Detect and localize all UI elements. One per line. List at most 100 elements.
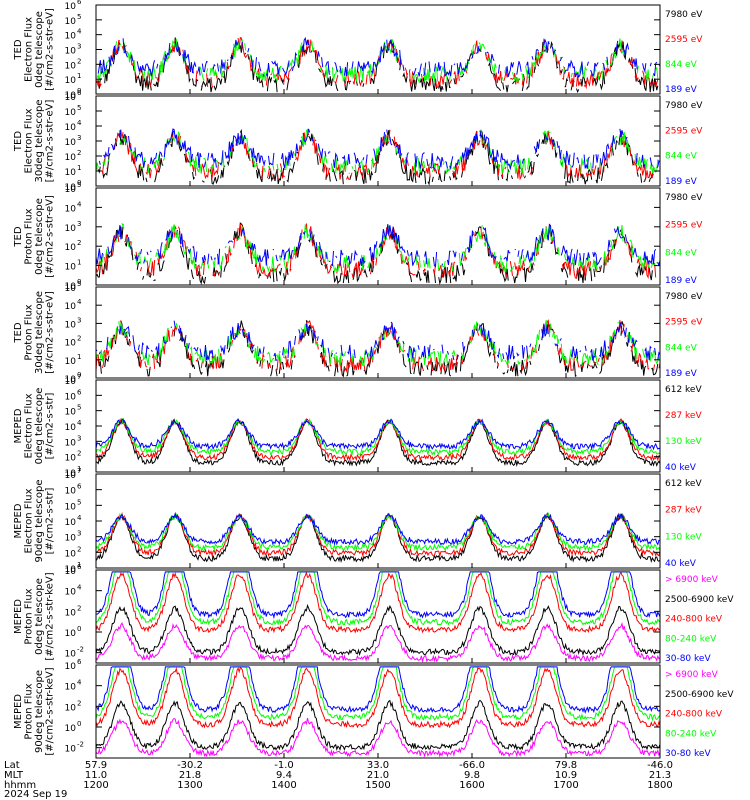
y-tick-label: 10: [65, 17, 77, 27]
x-tick-label: 10.9: [555, 770, 577, 781]
y-tick-label: 10: [65, 650, 77, 660]
y-tick-exponent: 3: [77, 316, 81, 324]
y-axis-label: TEDProton Flux0deg telescope[#/cm2-s-str…: [13, 195, 56, 278]
panel-frame: [95, 187, 661, 286]
x-tick-label: 1400: [271, 780, 296, 791]
y-tick-label: 10: [65, 93, 77, 103]
x-tick-label: 57.9: [85, 760, 107, 771]
y-tick-exponent: 6: [77, 563, 82, 571]
series-trace: [98, 128, 660, 171]
y-tick-label: 10: [65, 567, 77, 577]
panel-frame: [95, 95, 661, 187]
y-tick-exponent: 2: [77, 545, 81, 553]
legend-entry: 2595 eV: [665, 221, 703, 231]
y-tick-label: 10: [65, 108, 77, 118]
y-tick-exponent: 0: [77, 179, 81, 187]
y-tick-exponent: 1: [77, 259, 81, 267]
y-axis-label: MEPEDProton Flux90deg telescope[#/cm2-s-…: [13, 667, 56, 755]
series-trace: [96, 699, 660, 752]
legend-entry: 30-80 keV: [665, 654, 711, 664]
y-tick-label: 10: [65, 32, 77, 42]
y-tick-exponent: 6: [77, 483, 82, 491]
y-tick-exponent: -2: [77, 646, 84, 654]
y-tick-label: 10: [65, 438, 77, 448]
y-tick-label: 10: [65, 375, 77, 385]
y-tick-label: 10: [65, 168, 77, 178]
legend-entry: 2500-6900 keV: [665, 690, 734, 700]
series-trace: [96, 666, 660, 715]
y-tick-label: 10: [65, 183, 77, 193]
y-tick-label: 10: [65, 565, 77, 575]
legend-entry: 40 keV: [665, 559, 697, 569]
y-tick-exponent: -2: [77, 741, 84, 749]
y-tick-label: 10: [65, 138, 77, 148]
legend-entry: 7980 eV: [665, 193, 703, 203]
panel-4-traces: [96, 320, 660, 376]
series-trace: [96, 223, 660, 268]
series-trace: [96, 418, 660, 451]
legend-entry: 844 eV: [665, 152, 698, 162]
series-trace: [96, 417, 660, 467]
y-tick-label: 10: [65, 339, 77, 349]
panel-2-traces: [96, 129, 660, 184]
y-axis-label: TEDElectron Flux30deg telescope[#/cm2-s-…: [13, 99, 56, 182]
y-tick-exponent: 6: [77, 658, 82, 666]
legend-entry: 844 eV: [665, 60, 698, 70]
legend-entry: 844 eV: [665, 343, 698, 353]
y-tick-exponent: 2: [77, 57, 81, 65]
series-trace: [96, 666, 660, 722]
y-tick-label: 10: [65, 357, 77, 367]
series-trace: [96, 570, 660, 634]
y-axis-label: TEDElectron Flux0deg telescope[#/cm2-s-s…: [13, 8, 56, 91]
legend-entry: 189 eV: [665, 85, 698, 95]
xaxis-row-label: MLT: [4, 770, 24, 781]
series-trace: [98, 223, 659, 274]
legend-entry: 80-240 keV: [665, 729, 717, 739]
date-label: 2024 Sep 19: [4, 789, 67, 800]
y-tick-label: 10: [65, 377, 77, 387]
y-tick-exponent: 1: [77, 72, 81, 80]
y-tick-label: 10: [65, 2, 77, 12]
y-tick-label: 10: [65, 534, 77, 544]
x-axis: 2024 Sep 19 LatMLThhmm57.911.01200-30.22…: [4, 760, 673, 800]
x-tick-label: -46.0: [647, 760, 673, 771]
y-tick-exponent: 0: [77, 87, 81, 95]
series-trace: [96, 512, 660, 563]
y-tick-label: 10: [65, 76, 77, 86]
legend-entry: 2595 eV: [665, 126, 703, 136]
x-tick-label: 1800: [647, 780, 672, 791]
legend-entry: 2595 eV: [665, 35, 703, 45]
y-tick-exponent: 6: [77, 89, 82, 97]
y-tick-label: 10: [65, 745, 77, 755]
y-axis-label: TEDProton Flux30deg telescope[#/cm2-s-st…: [13, 291, 56, 374]
x-tick-label: 1600: [459, 780, 484, 791]
y-tick-label: 10: [65, 224, 77, 234]
y-tick-label: 10: [65, 423, 77, 433]
y-tick-exponent: 4: [77, 584, 82, 592]
y-tick-exponent: 3: [77, 220, 81, 228]
y-axis-label: MEPEDElectron Flux90deg telescope[#/cm2-…: [13, 479, 56, 562]
y-tick-label: 10: [65, 263, 77, 273]
x-tick-label: 1300: [177, 780, 202, 791]
y-tick-label: 10: [65, 392, 77, 402]
series-trace: [96, 603, 660, 657]
x-tick-label: 21.3: [649, 770, 671, 781]
y-tick-label: 10: [65, 61, 77, 71]
y-tick-exponent: 1: [77, 561, 81, 569]
y-tick-exponent: 0: [77, 278, 81, 286]
legend-entry: 287 keV: [665, 411, 702, 421]
y-tick-label: 10: [65, 662, 77, 672]
y-axis-label: MEPEDProton Flux0deg telescope[#/cm2-s-s…: [13, 572, 56, 660]
legend-entry: 612 keV: [665, 479, 702, 489]
panel-8-traces: [96, 666, 660, 758]
x-tick-label: 1500: [365, 780, 390, 791]
y-tick-label: 10: [65, 471, 77, 481]
y-tick-label: 10: [65, 588, 77, 598]
